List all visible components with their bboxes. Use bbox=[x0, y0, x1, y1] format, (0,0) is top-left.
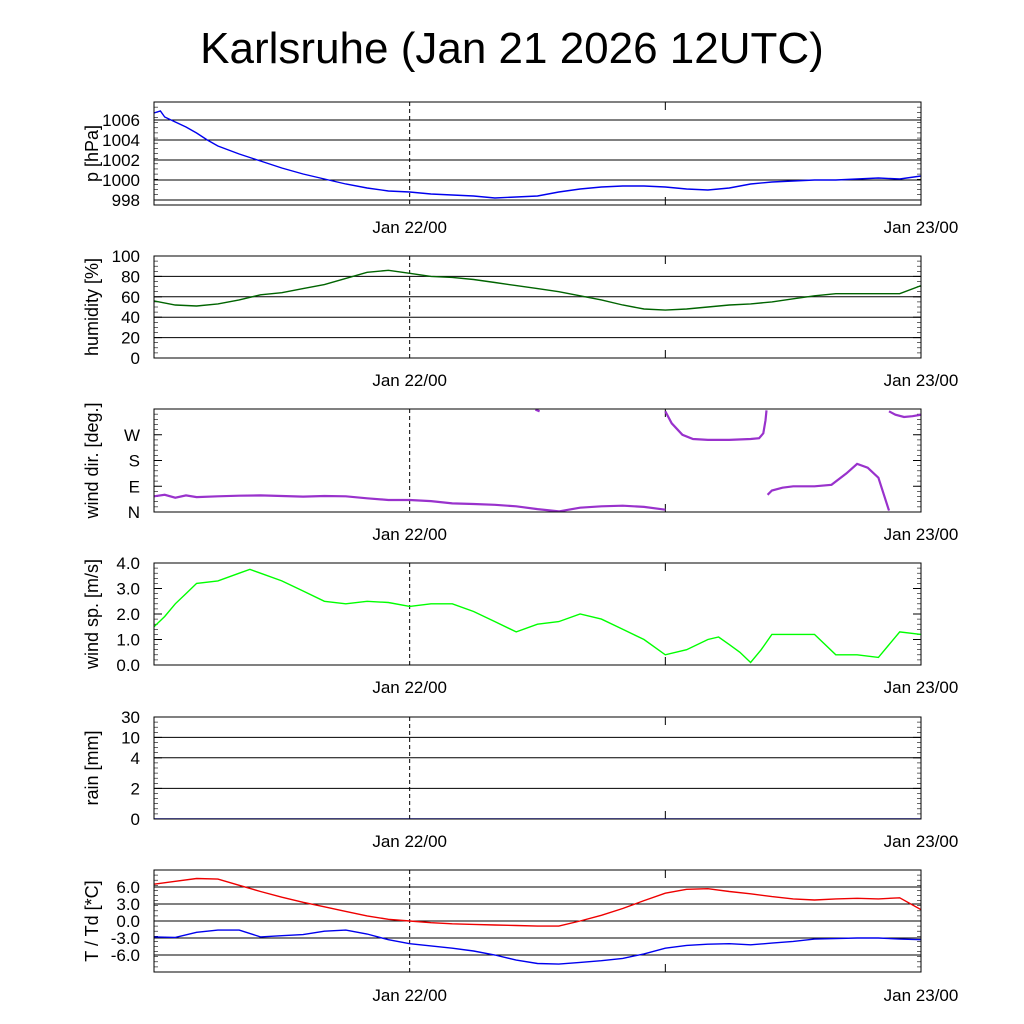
humidity-series-line-0 bbox=[154, 269, 921, 311]
ytick-label: 40 bbox=[121, 308, 140, 327]
ylabel-wind-direction: wind dir. [deg.] bbox=[82, 402, 102, 519]
ytick-label: 4.0 bbox=[116, 554, 140, 573]
xtick-label: Jan 22/00 bbox=[372, 678, 447, 697]
ytick-label: S bbox=[129, 452, 140, 471]
ytick-label: 30 bbox=[121, 708, 140, 727]
xtick-label: Jan 22/00 bbox=[372, 525, 447, 544]
pressure-series-line-0 bbox=[154, 110, 921, 199]
ylabel-wind-speed: wind sp. [m/s] bbox=[82, 559, 102, 670]
xtick-label: Jan 22/00 bbox=[372, 986, 447, 1005]
ylabel-temperature: T / Td [*C] bbox=[82, 880, 102, 961]
ytick-label: 1000 bbox=[102, 171, 140, 190]
ytick-label: 4 bbox=[131, 749, 140, 768]
ytick-label: 60 bbox=[121, 288, 140, 307]
ytick-label: W bbox=[124, 426, 140, 445]
ytick-label: 3.0 bbox=[116, 580, 140, 599]
wind-direction-series-line-0 bbox=[154, 493, 666, 512]
panel-frame bbox=[153, 101, 922, 206]
ytick-label: E bbox=[129, 477, 140, 496]
ytick-label: 10 bbox=[121, 728, 140, 747]
panel-frame bbox=[153, 408, 922, 513]
ytick-label: 100 bbox=[112, 247, 140, 266]
ytick-label: 1006 bbox=[102, 111, 140, 130]
ytick-label: 1004 bbox=[102, 131, 140, 150]
ytick-label: -3.0 bbox=[111, 929, 140, 948]
wind-direction-series-line-0 bbox=[888, 410, 921, 419]
panel-temperature: -6.0-3.00.03.06.0 T / Td [*C] Jan 22/00 Jan… bbox=[82, 869, 959, 1005]
wind-direction-series-line-0 bbox=[766, 462, 891, 511]
xtick-label: Jan 23/00 bbox=[884, 678, 959, 697]
ytick-label: 1.0 bbox=[116, 631, 140, 650]
xtick-label: Jan 23/00 bbox=[884, 218, 959, 237]
panel-frame bbox=[153, 562, 922, 666]
ytick-label: 0 bbox=[131, 810, 140, 829]
ylabel-pressure: p [hPa] bbox=[82, 125, 102, 182]
ytick-label: 80 bbox=[121, 267, 140, 286]
page-title: Karlsruhe (Jan 21 2026 12UTC) bbox=[200, 24, 824, 73]
ylabel-rain: rain [mm] bbox=[82, 730, 102, 805]
ytick-label: N bbox=[128, 503, 140, 522]
ytick-label: 1002 bbox=[102, 151, 140, 170]
xtick-label: Jan 23/00 bbox=[884, 525, 959, 544]
ytick-label: 2.0 bbox=[116, 605, 140, 624]
ytick-label: 6.0 bbox=[116, 878, 140, 897]
xtick-label: Jan 22/00 bbox=[372, 832, 447, 851]
xtick-label: Jan 22/00 bbox=[372, 371, 447, 390]
xtick-label: Jan 23/00 bbox=[884, 986, 959, 1005]
temperature-series-line-1 bbox=[154, 929, 921, 965]
panel-frame bbox=[153, 869, 922, 973]
panel-frame bbox=[153, 716, 922, 820]
temperature-series-line-0 bbox=[154, 877, 921, 927]
ytick-label: 3.0 bbox=[116, 895, 140, 914]
ytick-label: -6.0 bbox=[111, 946, 140, 965]
ytick-label: 998 bbox=[112, 191, 140, 210]
panel-frame bbox=[153, 255, 922, 359]
ylabel-humidity: humidity [%] bbox=[82, 258, 102, 356]
wind-direction-series-line-0 bbox=[664, 410, 768, 441]
xtick-label: Jan 23/00 bbox=[884, 832, 959, 851]
ytick-label: 20 bbox=[121, 329, 140, 348]
wind-speed-series-line-0 bbox=[154, 568, 921, 664]
ytick-label: 2 bbox=[131, 779, 140, 798]
wind-direction-series-line-0 bbox=[534, 409, 541, 413]
panel-wind-speed: 0.0 1.0 2.0 3.0 4.0 wind sp. [m/s] Jan 22/00 Ja… bbox=[82, 554, 958, 697]
ytick-label: 0 bbox=[131, 349, 140, 368]
xtick-label: Jan 22/00 bbox=[372, 218, 447, 237]
ytick-label: 0.0 bbox=[116, 656, 140, 675]
xtick-label: Jan 23/00 bbox=[884, 371, 959, 390]
ytick-label: 0.0 bbox=[116, 912, 140, 931]
